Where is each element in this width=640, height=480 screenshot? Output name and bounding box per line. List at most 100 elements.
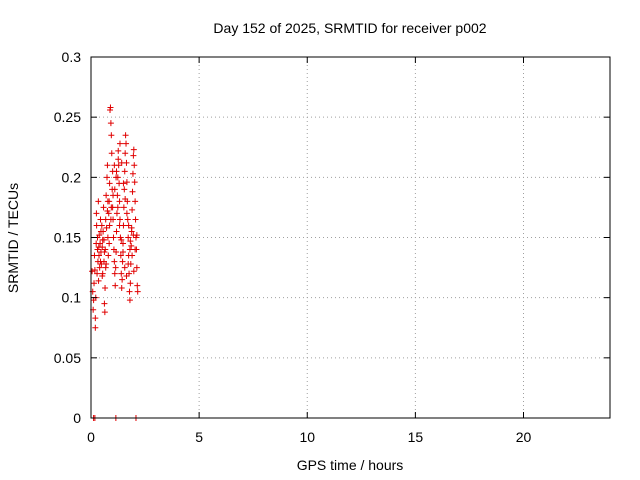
- data-point: [132, 216, 139, 223]
- axis-ticks: 0 5 10 15 20 0 0.05 0.1 0.15 0.2 0.25 0.3: [54, 49, 610, 445]
- data-point: [115, 147, 122, 154]
- plot-frame: [90, 56, 611, 419]
- x-tick-label: 5: [195, 429, 203, 445]
- data-point: [96, 252, 103, 259]
- data-point: [116, 222, 123, 229]
- data-point: [126, 297, 133, 304]
- data-point: [118, 285, 125, 292]
- data-point: [132, 198, 139, 205]
- data-point: [106, 198, 113, 205]
- data-point: [97, 228, 104, 235]
- data-point: [129, 206, 136, 213]
- data-point: [133, 232, 140, 239]
- data-point: [99, 273, 106, 280]
- data-point: [118, 159, 125, 166]
- data-point: [129, 188, 136, 195]
- data-point: [97, 216, 104, 223]
- data-point: [98, 222, 105, 229]
- data-point: [118, 270, 125, 277]
- data-point: [107, 120, 114, 127]
- data-point: [128, 228, 135, 235]
- data-point: [108, 204, 115, 211]
- data-point: [116, 198, 123, 205]
- data-point: [130, 268, 137, 275]
- data-point: [89, 268, 96, 275]
- data-point: [127, 238, 134, 245]
- data-point: [122, 195, 129, 202]
- data-point: [119, 258, 126, 265]
- data-point: [101, 300, 108, 307]
- data-point: [113, 174, 120, 181]
- data-point: [121, 168, 128, 175]
- y-tick-label: 0.3: [62, 49, 82, 65]
- data-point: [101, 309, 108, 316]
- data-point: [122, 150, 129, 157]
- data-point: [92, 324, 99, 331]
- x-tick-label: 10: [299, 429, 315, 445]
- data-point: [104, 174, 111, 181]
- data-point: [129, 252, 136, 259]
- data-point: [126, 246, 133, 253]
- data-point: [91, 280, 98, 287]
- y-axis-label: SRMTID / TECUs: [5, 183, 21, 293]
- data-point: [113, 248, 120, 255]
- data-point: [93, 222, 100, 229]
- y-tick-label: 0.15: [54, 230, 81, 246]
- data-point: [111, 270, 118, 277]
- data-point: [131, 162, 138, 169]
- data-point: [125, 222, 132, 229]
- data-point: [122, 132, 129, 139]
- data-point: [119, 276, 126, 283]
- data-point: [93, 210, 100, 217]
- data-point: [106, 240, 113, 247]
- data-point: [113, 210, 120, 217]
- data-point: [118, 236, 125, 243]
- data-point: [120, 240, 127, 247]
- data-point: [123, 210, 130, 217]
- data-point: [95, 244, 102, 251]
- x-tick-label: 15: [408, 429, 424, 445]
- data-point: [104, 234, 111, 241]
- y-tick-label: 0: [73, 410, 81, 426]
- data-point: [95, 277, 102, 284]
- data-point: [123, 179, 130, 186]
- data-point: [126, 288, 133, 295]
- data-point: [120, 204, 127, 211]
- data-point: [96, 264, 103, 271]
- data-point: [117, 252, 124, 259]
- data-point: [123, 140, 130, 147]
- data-point: [120, 180, 127, 187]
- data-point: [130, 152, 137, 159]
- data-point: [134, 288, 141, 295]
- data-point: [121, 264, 128, 271]
- data-point: [103, 224, 110, 231]
- data-point: [116, 140, 123, 147]
- data-points: [89, 104, 141, 421]
- data-point: [104, 162, 111, 169]
- data-point: [123, 273, 130, 280]
- x-axis-label: GPS time / hours: [297, 457, 404, 473]
- data-point: [99, 236, 106, 243]
- data-point: [103, 260, 110, 267]
- data-point: [125, 260, 132, 267]
- data-point: [111, 162, 118, 169]
- data-point: [91, 266, 98, 273]
- data-point: [116, 216, 123, 223]
- data-point: [127, 280, 134, 287]
- data-point: [102, 216, 109, 223]
- data-point: [102, 285, 109, 292]
- data-point: [110, 192, 117, 199]
- data-point: [130, 146, 137, 153]
- data-point: [107, 216, 114, 223]
- data-point: [113, 228, 120, 235]
- data-point: [121, 186, 128, 193]
- data-point: [112, 264, 119, 271]
- data-point: [128, 242, 135, 249]
- data-point: [114, 204, 121, 211]
- x-tick-label: 20: [516, 429, 532, 445]
- data-point: [97, 258, 104, 265]
- data-point: [104, 208, 111, 215]
- x-tick-label: 0: [87, 429, 95, 445]
- data-point: [108, 132, 115, 139]
